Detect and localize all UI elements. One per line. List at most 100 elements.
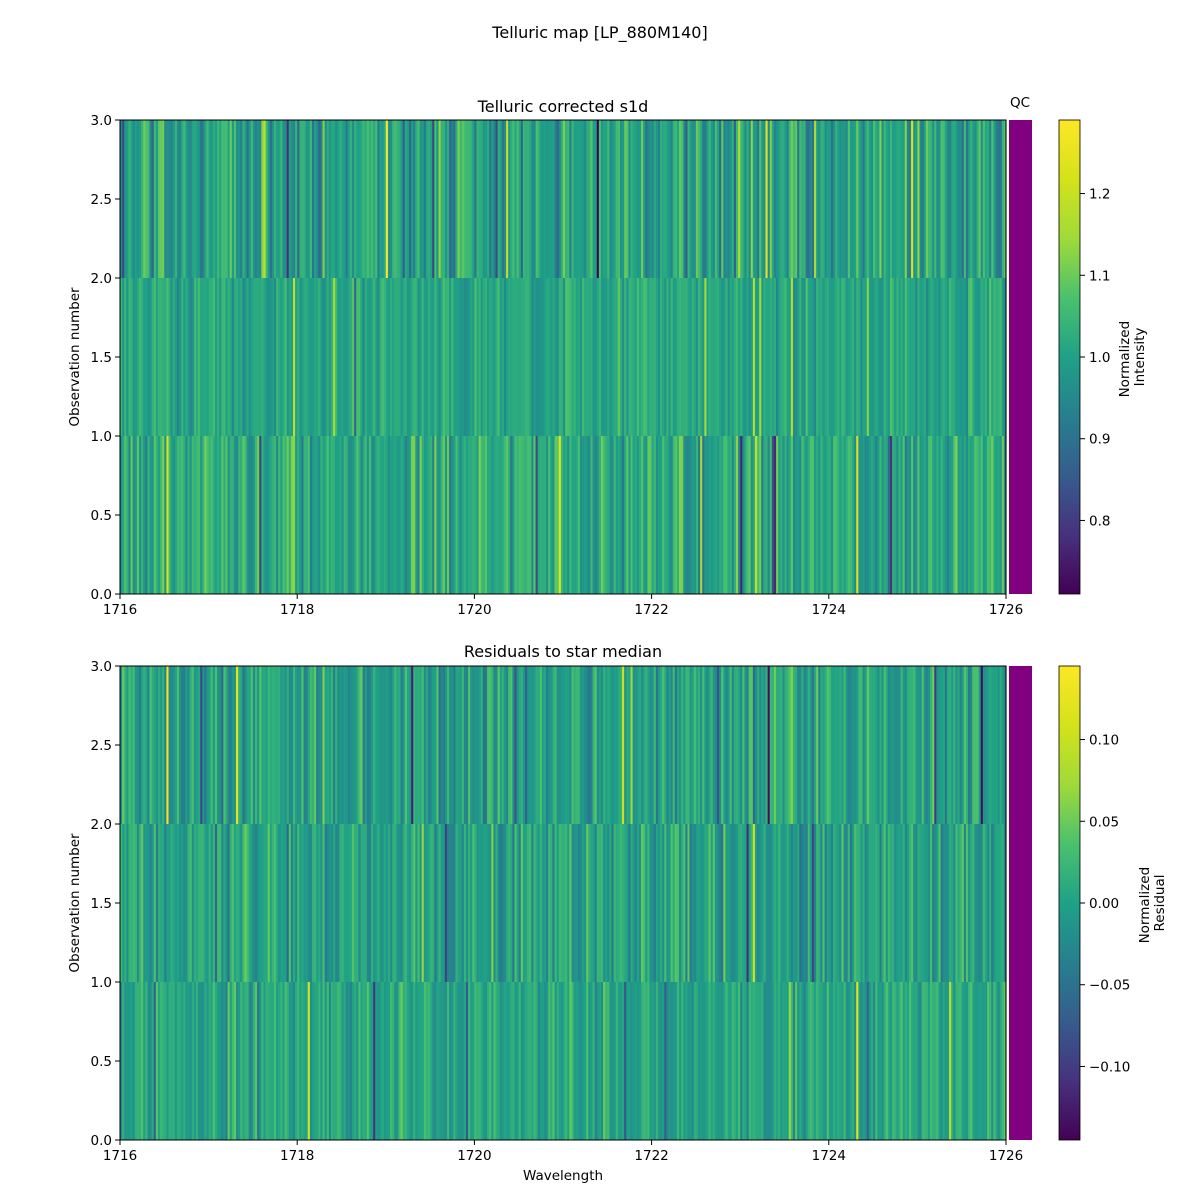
heatmap-cell [769, 278, 773, 436]
heatmap-cell [786, 666, 790, 824]
heatmap-cell [556, 278, 560, 436]
heatmap-cell [942, 666, 946, 824]
heatmap-cell [301, 666, 305, 824]
heatmap-cell [569, 982, 573, 1140]
heatmap-cell [221, 278, 224, 436]
heatmap-cell [341, 278, 345, 436]
heatmap-cell [508, 278, 511, 436]
heatmap-cell [339, 824, 343, 982]
heatmap-cell [641, 120, 644, 278]
heatmap-cell [942, 824, 946, 982]
heatmap-cell [955, 824, 959, 982]
heatmap-cell [172, 666, 176, 824]
heatmap-cell [356, 982, 359, 1140]
heatmap-cell [387, 120, 391, 278]
heatmap-cell [345, 982, 349, 1140]
heatmap-cell [999, 824, 1003, 982]
heatmap-cell [563, 666, 566, 824]
heatmap-cell [172, 436, 176, 594]
heatmap-cell [792, 278, 796, 436]
heatmap-cell [157, 982, 161, 1140]
heatmap-cell [269, 666, 273, 824]
heatmap-cell [347, 666, 351, 824]
heatmap-cell [520, 278, 524, 436]
heatmap-cell [390, 120, 393, 278]
heatmap-cell [856, 982, 859, 1140]
heatmap-cell [843, 982, 847, 1140]
heatmap-cell [297, 120, 300, 278]
heatmap-cell [250, 824, 254, 982]
heatmap-cell [425, 982, 429, 1140]
heatmap-cell [347, 120, 351, 278]
heatmap-cell [198, 278, 201, 436]
heatmap-cell [463, 666, 467, 824]
heatmap-cell [265, 120, 269, 278]
heatmap-cell [314, 666, 317, 824]
heatmap-cell [866, 824, 870, 982]
heatmap-cell [406, 666, 410, 824]
heatmap-cell [518, 436, 522, 594]
heatmap-cell [489, 666, 492, 824]
heatmap-cell [438, 666, 442, 824]
heatmap-cell [252, 982, 256, 1140]
heatmap-cell [440, 436, 444, 594]
heatmap-cell [689, 120, 693, 278]
heatmap-cell [362, 278, 366, 436]
heatmap-cell [860, 666, 864, 824]
heatmap-cell [955, 982, 959, 1140]
heatmap-cell [712, 278, 716, 436]
heatmap-cell [584, 436, 587, 594]
heatmap-cell [322, 278, 326, 436]
heatmap-cell [130, 982, 134, 1140]
heatmap-cell [189, 278, 193, 436]
heatmap-cell [702, 278, 705, 436]
heatmap-cell [1003, 120, 1007, 278]
heatmap-cell [417, 436, 421, 594]
heatmap-cell [797, 824, 800, 982]
heatmap-cell [204, 824, 208, 982]
heatmap-cell [134, 120, 138, 278]
heatmap-cell [472, 436, 475, 594]
heatmap-cell [917, 120, 921, 278]
heatmap-cell [708, 120, 712, 278]
heatmap-cell [615, 278, 619, 436]
heatmap-cell [676, 436, 680, 594]
heatmap-cell [991, 278, 994, 436]
heatmap-cell [765, 436, 769, 594]
heatmap-cell [936, 278, 940, 436]
heatmap-cell [870, 120, 874, 278]
colorbar-intensity-label-line2: Intensity [1132, 328, 1148, 387]
heatmap-cell [122, 824, 125, 982]
heatmap-cell [655, 436, 659, 594]
heatmap-cell [801, 120, 805, 278]
heatmap-cell [544, 824, 547, 982]
heatmap-cell [778, 666, 781, 824]
heatmap-cell [463, 120, 467, 278]
heatmap-cell [615, 824, 619, 982]
heatmap-cell [373, 982, 376, 1140]
heatmap-cell [170, 666, 174, 824]
heatmap-cell [605, 824, 608, 982]
heatmap-cell [151, 982, 155, 1140]
heatmap-cell [556, 120, 560, 278]
x-tick-label: 1722 [634, 1148, 668, 1164]
heatmap-cell [820, 120, 824, 278]
heatmap-cell [974, 982, 978, 1140]
heatmap-cell [381, 436, 385, 594]
heatmap-cell [337, 120, 340, 278]
heatmap-cell [280, 120, 284, 278]
heatmap-cell [292, 278, 296, 436]
heatmap-cell [723, 824, 727, 982]
heatmap-cell [345, 436, 349, 594]
heatmap-cell [643, 436, 646, 594]
heatmap-cell [288, 436, 292, 594]
heatmap-cell [189, 120, 193, 278]
heatmap-cell [889, 824, 893, 982]
heatmap-cell [932, 278, 935, 436]
heatmap-cell [797, 666, 800, 824]
heatmap-cell [202, 824, 205, 982]
heatmap-cell [761, 824, 765, 982]
heatmap-cell [491, 436, 494, 594]
heatmap-cell [590, 982, 594, 1140]
heatmap-cell [792, 120, 796, 278]
